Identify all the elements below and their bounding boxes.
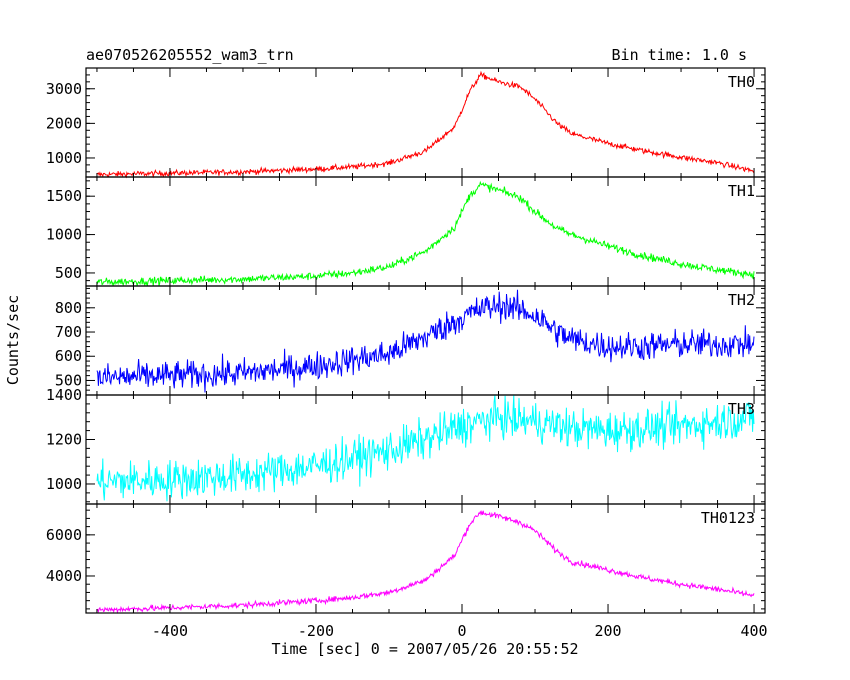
panel-frame-th0 — [85, 67, 766, 178]
panel-label-th0123: TH0123 — [701, 509, 755, 527]
y-tick-label: 6000 — [46, 526, 82, 544]
y-tick-label: 1400 — [46, 386, 82, 404]
y-axis-label: Counts/sec — [4, 295, 22, 385]
y-tick-label: 700 — [55, 323, 82, 341]
panel-label-th0: TH0 — [728, 73, 755, 91]
panel-label-th2: TH2 — [728, 291, 755, 309]
y-tick-label: 500 — [55, 264, 82, 282]
y-tick-label: 1000 — [46, 475, 82, 493]
y-tick-label: 2000 — [46, 114, 82, 132]
x-tick-label: -200 — [298, 622, 334, 640]
y-tick-label: 1000 — [46, 149, 82, 167]
x-tick-label: 200 — [594, 622, 621, 640]
y-tick-label: 1000 — [46, 226, 82, 244]
series-line-th0123 — [96, 509, 755, 615]
panel-label-th1: TH1 — [728, 182, 755, 200]
y-tick-label: 600 — [55, 347, 82, 365]
bin-time-label: Bin time: 1.0 s — [612, 46, 747, 64]
series-line-th0 — [96, 70, 755, 179]
panel-frame-th0123 — [85, 503, 766, 614]
x-tick-label: -400 — [152, 622, 188, 640]
y-tick-label: 1200 — [46, 430, 82, 448]
x-tick-label: 0 — [457, 622, 466, 640]
y-tick-label: 800 — [55, 299, 82, 317]
x-axis-label: Time [sec] 0 = 2007/05/26 20:55:52 — [271, 640, 578, 658]
panel-label-th3: TH3 — [728, 400, 755, 418]
chart-title: ae070526205552_wam3_trn — [86, 46, 294, 64]
y-tick-label: 1500 — [46, 187, 82, 205]
series-line-th1 — [96, 180, 755, 287]
series-line-th2 — [96, 289, 755, 393]
y-tick-label: 3000 — [46, 80, 82, 98]
y-tick-label: 500 — [55, 371, 82, 389]
series-line-th3 — [96, 394, 755, 502]
panel-frame-th1 — [85, 176, 766, 287]
y-tick-label: 4000 — [46, 567, 82, 585]
x-tick-label: 400 — [741, 622, 768, 640]
